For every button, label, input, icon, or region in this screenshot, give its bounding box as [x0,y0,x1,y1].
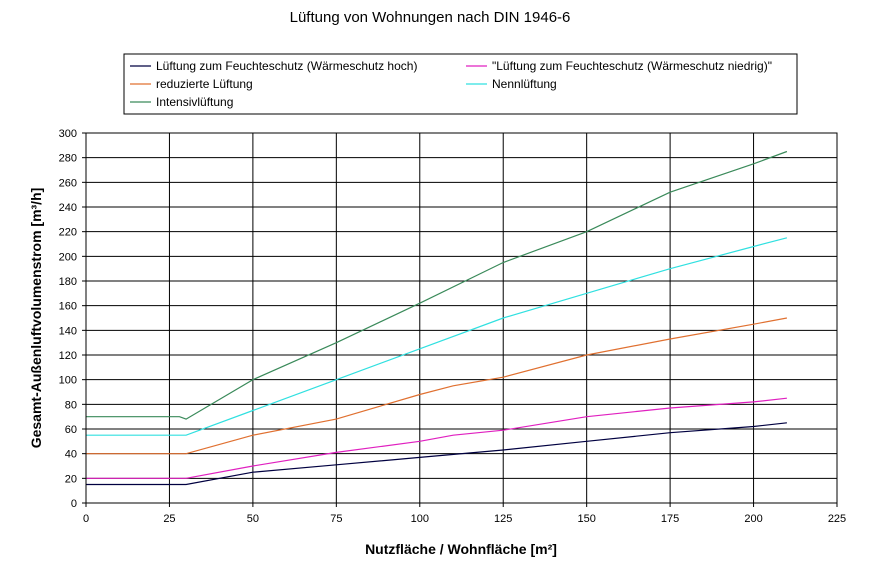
y-tick-label-160: 160 [59,301,77,313]
y-tick-label-240: 240 [59,202,77,214]
x-tick-label-125: 125 [494,513,512,525]
legend-label-0: Lüftung zum Feuchteschutz (Wärmeschutz h… [156,59,417,73]
x-tick-label-100: 100 [411,513,429,525]
x-tick-label-50: 50 [247,513,259,525]
x-axis-ticks: 0 25 50 75 100 125 150 175 200 225 [83,503,846,525]
x-tick-label-150: 150 [577,513,595,525]
y-tick-label-60: 60 [65,424,77,436]
y-tick-label-280: 280 [59,153,77,165]
y-tick-label-100: 100 [59,375,77,387]
legend: Lüftung zum Feuchteschutz (Wärmeschutz h… [123,53,798,115]
x-tick-label-200: 200 [744,513,762,525]
y-tick-label-200: 200 [59,251,77,263]
series-line-1 [86,397,787,479]
y-tick-label-140: 140 [59,325,77,337]
x-axis-label: Nutzfläche / Wohnfläche [m²] [365,541,557,557]
x-tick-label-0: 0 [83,513,89,525]
plot-frame [85,132,838,504]
series-line-2 [86,317,788,455]
y-tick-label-80: 80 [65,399,77,411]
legend-label-3: Nennlüftung [492,77,557,91]
y-axis-ticks: 0 20 40 60 80 100 120 140 160 180 200 220 240 260 280 3… [59,128,86,510]
y-axis-label: Gesamt-Außenluftvolumenstrom [m³/h] [28,188,44,449]
series-lines [86,150,788,486]
y-tick-label-300: 300 [59,128,77,140]
legend-label-4: Intensivlüftung [156,95,233,109]
y-tick-label-120: 120 [59,350,77,362]
y-tick-label-260: 260 [59,177,77,189]
x-tick-label-25: 25 [163,513,175,525]
series-line-0 [86,422,787,486]
series-line-4 [86,150,788,420]
legend-label-1: "Lüftung zum Feuchteschutz (Wärmeschutz … [492,59,772,73]
plot-background [86,133,837,503]
legend-box [123,53,798,115]
y-tick-label-40: 40 [65,449,77,461]
chart-title: Lüftung von Wohnungen nach DIN 1946-6 [290,9,571,26]
y-tick-label-20: 20 [65,473,77,485]
x-tick-label-75: 75 [330,513,342,525]
plot-area [85,132,838,504]
y-tick-label-220: 220 [59,227,77,239]
y-tick-label-180: 180 [59,276,77,288]
series-line-3 [86,237,788,436]
y-tick-label-0: 0 [71,498,77,510]
x-tick-label-175: 175 [661,513,679,525]
x-tick-label-225: 225 [828,513,846,525]
legend-label-2: reduzierte Lüftung [156,77,253,91]
